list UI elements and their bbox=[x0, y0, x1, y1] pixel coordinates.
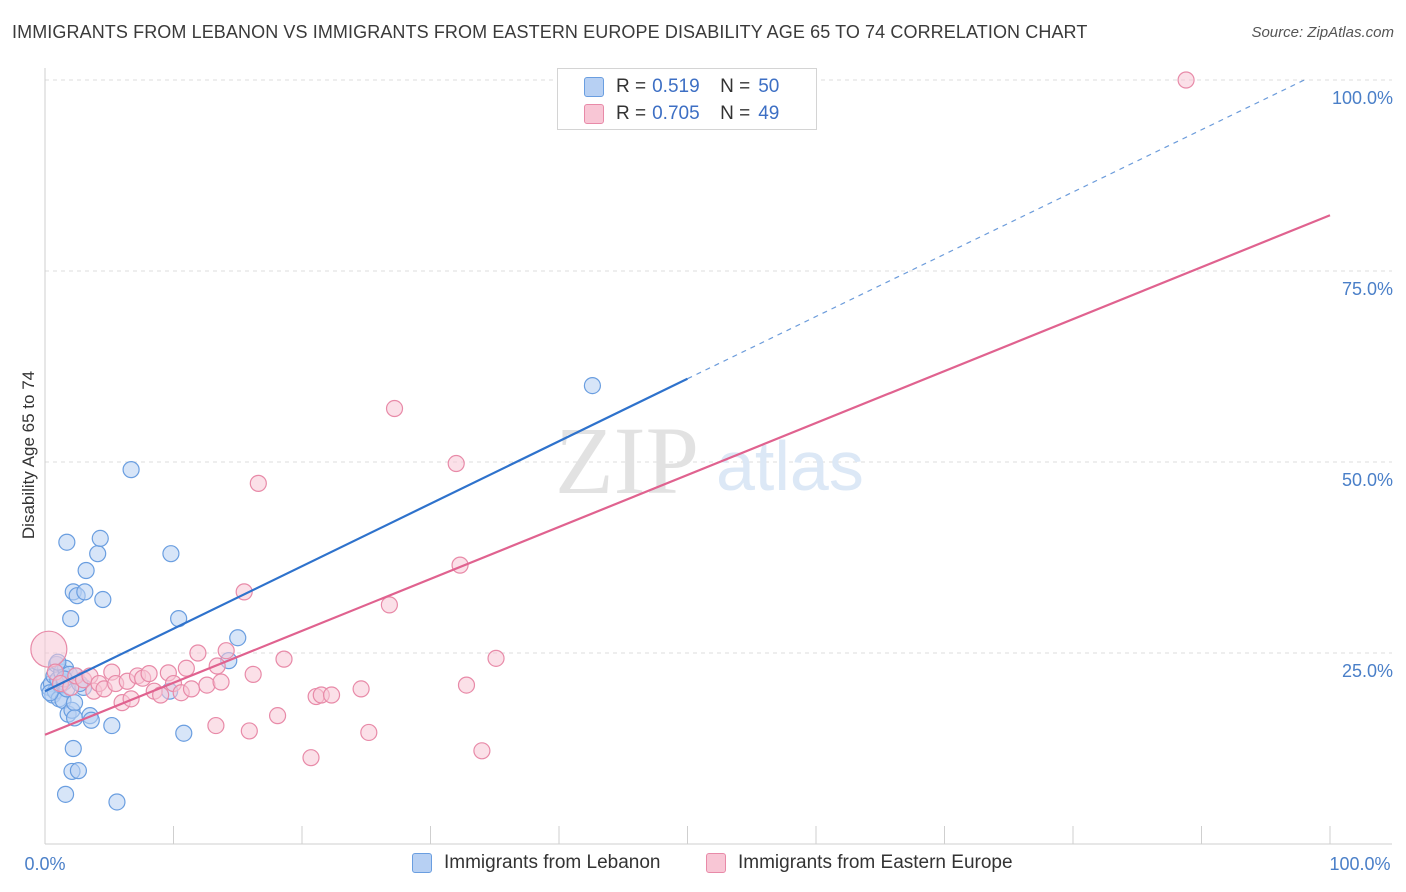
x-tick-label: 0.0% bbox=[24, 854, 65, 874]
eastern-europe-point bbox=[140, 665, 158, 683]
bottom-legend-swatch-blue bbox=[412, 853, 432, 873]
legend-n-value: 50 bbox=[758, 76, 780, 97]
chart-title: IMMIGRANTS FROM LEBANON VS IMMIGRANTS FR… bbox=[12, 22, 1088, 42]
grid-layer bbox=[45, 79, 1392, 654]
legend-r-label: R = bbox=[616, 76, 647, 97]
lebanon-point bbox=[62, 610, 80, 628]
y-tick-label: 100.0% bbox=[1332, 88, 1393, 108]
legend-n-label: N = bbox=[720, 76, 751, 97]
lebanon-point bbox=[65, 694, 84, 712]
eastern-europe-point bbox=[487, 649, 505, 667]
lebanon-point bbox=[162, 545, 180, 563]
lebanon-point bbox=[76, 583, 94, 601]
eastern-europe-point bbox=[457, 676, 476, 694]
eastern-europe-point bbox=[30, 630, 68, 668]
bottom-legend-eastern-europe: Immigrants from Eastern Europe bbox=[706, 852, 1013, 874]
legend-n-value: 49 bbox=[758, 103, 780, 124]
bottom-legend-swatch-pink bbox=[706, 853, 726, 873]
correlation-legend: R = 0.519 N = 50 R = 0.705 N = 49 bbox=[557, 68, 817, 130]
eastern-europe-point bbox=[240, 722, 258, 740]
lebanon-trend-line bbox=[44, 377, 688, 693]
x-tick-label: 100.0% bbox=[1329, 854, 1390, 874]
legend-swatch-pink bbox=[584, 104, 604, 124]
legend-swatch-blue bbox=[584, 77, 604, 97]
eastern-europe-point bbox=[198, 676, 216, 694]
y-tick-label: 25.0% bbox=[1342, 661, 1393, 681]
eastern-europe-point bbox=[212, 673, 230, 691]
lebanon-point bbox=[64, 739, 82, 758]
trend-layer bbox=[44, 79, 1331, 736]
bottom-legend-lebanon: Immigrants from Lebanon bbox=[412, 852, 661, 874]
legend-r-value: 0.705 bbox=[652, 103, 700, 124]
eastern-europe-trend-line bbox=[44, 214, 1331, 736]
legend-n-label: N = bbox=[720, 103, 751, 124]
eastern-europe-point bbox=[473, 742, 491, 760]
eastern-europe-point bbox=[177, 659, 195, 677]
eastern-europe-point bbox=[322, 686, 341, 704]
eastern-europe-point bbox=[207, 716, 225, 735]
legend-row-lebanon: R = 0.519 N = 50 bbox=[584, 75, 779, 99]
eastern-europe-point bbox=[217, 642, 235, 660]
lebanon-point bbox=[175, 724, 193, 742]
lebanon-point bbox=[103, 716, 121, 735]
legend-r-value: 0.519 bbox=[652, 76, 700, 97]
axis-layer: 25.0% 50.0% 75.0% 100.0% 0.0% 100.0% bbox=[24, 68, 1393, 874]
legend-r-label: R = bbox=[616, 103, 647, 124]
watermark: ZIP atlas bbox=[555, 407, 864, 514]
eastern-europe-point bbox=[380, 596, 398, 614]
y-tick-label: 75.0% bbox=[1342, 279, 1393, 299]
eastern-europe-point bbox=[268, 707, 287, 725]
eastern-europe-point bbox=[360, 723, 378, 742]
eastern-europe-point bbox=[189, 644, 207, 662]
lebanon-point bbox=[56, 785, 75, 803]
source-label: Source: ZipAtlas.com bbox=[1251, 24, 1394, 41]
lebanon-point bbox=[69, 762, 88, 780]
eastern-europe-point bbox=[249, 474, 267, 492]
eastern-europe-point bbox=[302, 749, 320, 767]
lebanon-point bbox=[94, 590, 112, 609]
eastern-europe-point bbox=[385, 399, 404, 418]
lebanon-point bbox=[58, 533, 76, 551]
lebanon-point bbox=[583, 377, 602, 395]
eastern-europe-point bbox=[352, 680, 370, 698]
lebanon-point bbox=[89, 545, 107, 563]
eastern-europe-point bbox=[447, 454, 465, 473]
y-axis-label: Disability Age 65 to 74 bbox=[19, 371, 38, 539]
lebanon-point bbox=[77, 561, 95, 580]
lebanon-point bbox=[229, 629, 247, 647]
bottom-legend-label-eastern-europe: Immigrants from Eastern Europe bbox=[738, 852, 1013, 873]
lebanon-point bbox=[91, 529, 109, 548]
bottom-legend-label-lebanon: Immigrants from Lebanon bbox=[444, 852, 661, 873]
eastern-europe-point bbox=[275, 650, 293, 668]
y-tick-label: 50.0% bbox=[1342, 470, 1393, 490]
eastern-europe-point bbox=[244, 665, 262, 683]
eastern-europe-point bbox=[182, 680, 201, 698]
legend-row-eastern-europe: R = 0.705 N = 49 bbox=[584, 102, 779, 126]
lebanon-trend-extension bbox=[687, 79, 1305, 380]
eastern-europe-point bbox=[1177, 71, 1195, 89]
watermark-atlas: atlas bbox=[716, 427, 864, 505]
lebanon-point bbox=[122, 461, 140, 479]
lebanon-point bbox=[108, 793, 126, 811]
watermark-zip: ZIP bbox=[555, 407, 699, 514]
